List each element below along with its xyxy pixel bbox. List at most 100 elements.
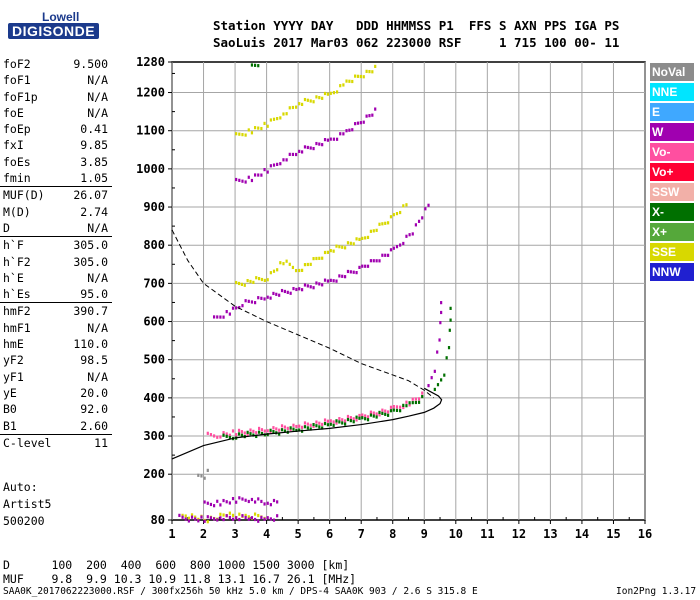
echo-point xyxy=(288,106,291,110)
echo-point xyxy=(344,422,347,426)
echo-point xyxy=(260,296,263,300)
echo-point xyxy=(253,517,257,522)
echo-point xyxy=(332,249,335,253)
echo-point xyxy=(240,282,243,286)
param-name: foE xyxy=(3,105,24,120)
echo-point xyxy=(338,274,341,278)
echo-point xyxy=(381,222,384,226)
echo-point xyxy=(282,262,285,266)
echo-point xyxy=(433,387,436,392)
echo-point xyxy=(332,420,335,424)
echo-point xyxy=(219,435,222,439)
legend-item: Vo- xyxy=(650,143,694,161)
echo-point xyxy=(263,429,266,433)
x-tick-label: 15 xyxy=(606,527,620,541)
param-value: 92.0 xyxy=(80,402,108,417)
echo-point xyxy=(225,514,228,518)
echo-point xyxy=(381,408,384,412)
x-tick-label: 2 xyxy=(200,527,207,541)
separator xyxy=(0,433,112,435)
echo-point xyxy=(389,215,393,219)
echo-point xyxy=(321,426,324,430)
echo-point xyxy=(329,419,332,423)
echo-point xyxy=(231,306,235,310)
echo-point xyxy=(209,516,213,520)
echo-point xyxy=(361,416,364,420)
echo-point xyxy=(318,425,321,429)
echo-point xyxy=(405,234,408,238)
echo-point xyxy=(332,423,335,427)
echo-point xyxy=(358,416,361,420)
param-row: M(D) 2.74 xyxy=(0,204,112,220)
echo-point xyxy=(206,501,209,505)
echo-point xyxy=(372,259,375,263)
echo-point xyxy=(250,497,254,502)
echo-point xyxy=(257,497,260,501)
echo-point xyxy=(250,131,254,135)
echo-point xyxy=(318,142,321,146)
echo-point xyxy=(309,285,312,289)
echo-point xyxy=(389,248,393,252)
param-row: yF2 98.5 xyxy=(0,352,112,368)
echo-point xyxy=(231,429,235,433)
echo-point xyxy=(443,373,446,377)
muf-curve xyxy=(171,229,435,399)
echo-point xyxy=(351,128,354,132)
echo-point xyxy=(219,315,222,319)
echo-point xyxy=(411,401,414,405)
echo-point xyxy=(244,498,247,502)
echo-point xyxy=(447,346,451,350)
echo-point xyxy=(329,137,332,141)
echo-point xyxy=(247,128,250,132)
separator xyxy=(0,302,112,304)
version-label: Ion2Png 1.3.17 xyxy=(616,586,697,597)
echo-point xyxy=(301,268,304,272)
echo-point xyxy=(349,241,352,245)
echo-point xyxy=(414,397,418,401)
logo-line1: Lowell xyxy=(42,10,80,24)
y-tick-label: 300 xyxy=(143,429,165,443)
echo-point xyxy=(338,417,341,421)
echo-point xyxy=(269,164,272,168)
echo-point xyxy=(249,279,252,284)
echo-point xyxy=(206,431,209,435)
echo-point xyxy=(258,426,261,431)
param-value: 95.0 xyxy=(80,287,108,302)
echo-point xyxy=(402,241,405,246)
echo-point xyxy=(228,515,231,520)
legend-item: W xyxy=(650,123,694,141)
echo-point xyxy=(228,435,231,440)
echo-point xyxy=(219,503,222,507)
echo-point xyxy=(366,415,370,419)
echo-point xyxy=(424,207,427,211)
echo-point xyxy=(411,397,414,401)
echo-point xyxy=(408,233,411,237)
echo-point xyxy=(286,426,289,430)
echo-point xyxy=(181,515,184,519)
echo-point xyxy=(222,517,225,522)
echo-point xyxy=(203,500,206,504)
echo-point xyxy=(392,246,395,250)
param-row: foE N/A xyxy=(0,105,112,121)
echo-point xyxy=(449,306,452,310)
echo-point xyxy=(298,268,301,273)
y-tick-label: 1200 xyxy=(136,86,165,100)
echo-point xyxy=(266,295,269,299)
echo-point xyxy=(292,286,295,291)
echo-point xyxy=(318,96,321,100)
echo-point xyxy=(309,146,312,150)
echo-point xyxy=(356,74,360,78)
echo-point xyxy=(374,64,377,69)
echo-point xyxy=(427,203,430,207)
echo-point xyxy=(344,419,347,423)
echo-point xyxy=(247,299,250,303)
echo-point xyxy=(375,259,378,263)
echo-point xyxy=(253,512,257,516)
y-tick-label: 800 xyxy=(143,238,165,252)
param-name: C-level xyxy=(3,435,52,450)
x-tick-label: 5 xyxy=(295,527,302,541)
echo-point xyxy=(257,173,260,177)
legend-item: E xyxy=(650,103,694,121)
param-name: yF2 xyxy=(3,353,24,368)
echo-point xyxy=(285,158,288,162)
